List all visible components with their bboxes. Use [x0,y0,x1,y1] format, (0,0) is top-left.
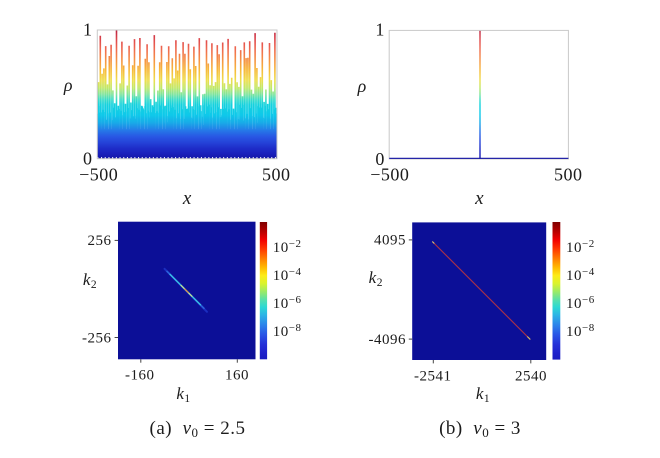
svg-text:k1: k1 [176,384,190,405]
svg-text:k1: k1 [476,384,490,405]
svg-text:500: 500 [554,165,583,185]
svg-text:10−4: 10−4 [273,266,302,284]
svg-text:k2: k2 [369,268,383,289]
svg-text:1: 1 [375,20,385,40]
svg-text:-4096: -4096 [369,332,407,348]
svg-text:256: 256 [88,233,112,249]
svg-text:10−8: 10−8 [273,322,302,340]
svg-text:−500: −500 [79,165,118,185]
svg-text:(a) v0 = 2.5: (a) v0 = 2.5 [150,418,246,440]
svg-text:10−8: 10−8 [566,322,595,340]
svg-text:−500: −500 [370,165,409,185]
svg-text:10−4: 10−4 [566,266,595,284]
svg-text:10−6: 10−6 [566,294,595,312]
svg-text:2540: 2540 [515,368,547,384]
svg-text:k2: k2 [83,270,97,291]
svg-text:ρ: ρ [63,75,73,95]
svg-text:10−6: 10−6 [273,294,302,312]
svg-text:0: 0 [375,149,385,169]
svg-text:-2541: -2541 [414,368,452,384]
svg-text:10−2: 10−2 [273,238,302,256]
svg-text:x: x [182,188,192,209]
svg-text:10−2: 10−2 [566,238,595,256]
svg-text:x: x [474,188,484,209]
svg-text:1: 1 [83,19,93,39]
svg-text:4095: 4095 [374,233,406,249]
svg-text:ρ: ρ [357,76,367,96]
svg-text:-256: -256 [82,330,112,346]
svg-text:(b) v0 = 3: (b) v0 = 3 [439,418,521,440]
svg-text:-160: -160 [125,368,155,384]
svg-text:500: 500 [262,165,291,185]
svg-text:160: 160 [225,368,249,384]
svg-text:0: 0 [83,149,93,169]
